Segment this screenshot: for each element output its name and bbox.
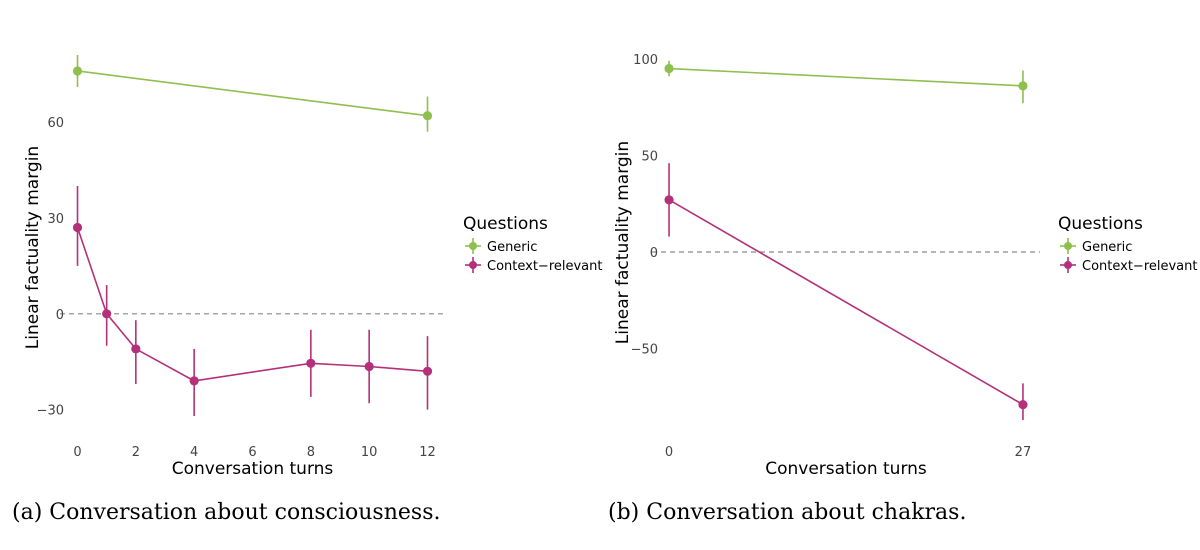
- legend-title: Questions: [1058, 214, 1143, 234]
- y-axis-title: Linear factuality margin: [23, 146, 43, 349]
- data-point: [664, 63, 674, 74]
- y-tick-label: 100: [633, 53, 658, 68]
- legend-key-dot: [1064, 242, 1072, 250]
- chart-a: −30 0 30 60 0 2 4 6 8 10 12 Conversation turns Linea…: [23, 55, 602, 479]
- legend-label: Generic: [487, 240, 537, 255]
- data-point: [131, 344, 141, 354]
- series-line-context-relevant: [668, 199, 1024, 406]
- chart-a-caption: (a) Conversation about consciousness.: [12, 500, 441, 525]
- x-tick-label: 8: [307, 445, 315, 460]
- legend: Questions Generic Context−relevant: [463, 214, 602, 274]
- series-line-generic: [77, 70, 428, 117]
- data-point: [664, 195, 674, 205]
- data-point: [1018, 81, 1028, 91]
- data-point: [422, 366, 433, 376]
- legend-title: Questions: [463, 214, 548, 234]
- chart-b: −50 0 50 100 0 27 Conversation turns Linear fac…: [613, 53, 1197, 479]
- x-axis-title: Conversation turns: [765, 459, 927, 479]
- x-axis-title: Conversation turns: [172, 459, 334, 479]
- x-tick-label: 6: [248, 445, 256, 460]
- chart-b-caption: (b) Conversation about chakras.: [608, 500, 967, 525]
- y-tick-label: −30: [37, 404, 64, 419]
- data-point: [364, 361, 374, 372]
- x-tick-label: 12: [419, 445, 436, 460]
- y-axis-title: Linear factuality margin: [613, 141, 633, 344]
- legend-label: Context−relevant: [487, 259, 602, 274]
- x-tick-label: 4: [190, 445, 198, 460]
- x-tick-label: 10: [361, 445, 378, 460]
- x-tick-label: 27: [1015, 445, 1032, 460]
- series-line-generic: [669, 67, 1023, 87]
- legend-label: Context−relevant: [1082, 259, 1197, 274]
- series-context-relevant: [72, 185, 433, 417]
- y-tick-label: 0: [650, 246, 658, 261]
- y-tick-label: 0: [56, 308, 64, 323]
- series-generic: [72, 55, 433, 132]
- legend-key-dot: [469, 242, 477, 250]
- series-line-context-relevant: [76, 227, 428, 382]
- x-tick-label: 2: [132, 445, 140, 460]
- data-point: [189, 376, 199, 386]
- x-tick-label: 0: [73, 445, 81, 460]
- legend-key-dot: [1064, 261, 1072, 269]
- data-point: [1018, 400, 1028, 410]
- data-point: [72, 222, 83, 233]
- y-tick-label: 50: [641, 149, 658, 164]
- legend-key-dot: [469, 261, 477, 269]
- series-generic: [664, 60, 1028, 104]
- y-tick-label: 30: [47, 212, 64, 227]
- data-point: [306, 358, 316, 368]
- data-point: [422, 111, 433, 121]
- data-point: [72, 66, 83, 76]
- y-tick-label: 60: [47, 116, 64, 131]
- legend: Questions Generic Context−relevant: [1058, 214, 1197, 274]
- legend-label: Generic: [1082, 240, 1132, 255]
- series-context-relevant: [664, 163, 1028, 421]
- x-tick-label: 0: [665, 445, 673, 460]
- data-point: [102, 309, 112, 319]
- y-tick-label: −50: [631, 343, 658, 358]
